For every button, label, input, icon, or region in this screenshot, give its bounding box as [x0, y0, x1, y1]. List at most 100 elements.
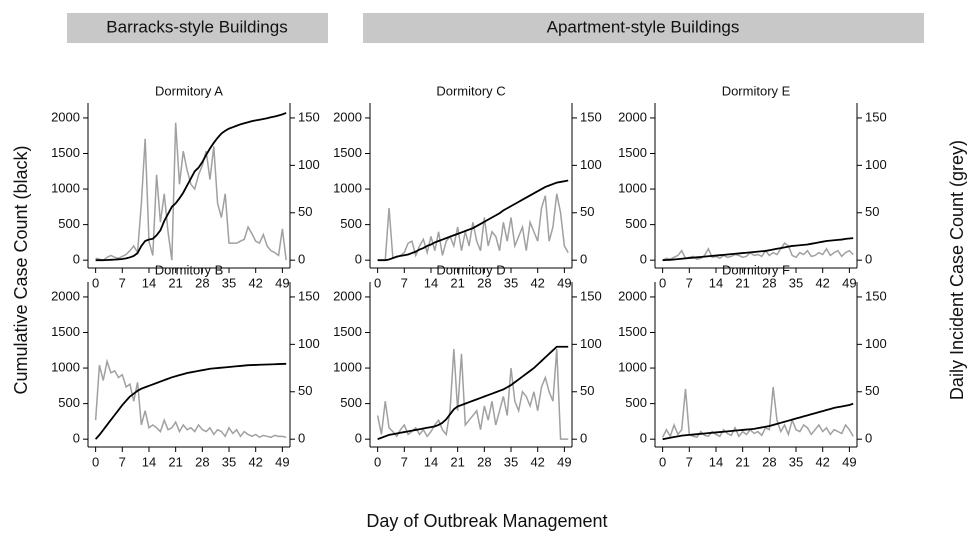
x-tick-label: 0	[659, 275, 666, 290]
daily-line	[94, 358, 287, 439]
cumulative-line	[94, 362, 287, 440]
y2-tick-label: 50	[580, 204, 594, 219]
cumulative-line	[95, 112, 287, 262]
y2-tick-label: 150	[580, 109, 602, 124]
x-tick-label: 0	[92, 454, 99, 469]
x-tick-label: 49	[842, 454, 856, 469]
x-tick-label: 35	[789, 454, 803, 469]
x-tick-label: 7	[686, 275, 693, 290]
y2-tick-label: 50	[298, 204, 312, 219]
y-tick-label: 1500	[51, 324, 80, 339]
y2-tick-label: 50	[865, 204, 879, 219]
y-tick-label: 1000	[333, 359, 362, 374]
y-tick-label: 2000	[51, 109, 80, 124]
group-header: Apartment-style Buildings	[547, 17, 740, 36]
x-tick-label: 14	[424, 275, 438, 290]
y2-tick-label: 150	[865, 288, 887, 303]
cumulative-line	[662, 402, 854, 441]
x-tick-label: 28	[195, 454, 209, 469]
panel-title: Dormitory B	[155, 262, 224, 277]
x-tick-label: 7	[401, 454, 408, 469]
x-tick-label: 42	[815, 454, 829, 469]
y-tick-label: 1500	[333, 324, 362, 339]
group-header-box	[67, 13, 328, 43]
daily-line	[661, 386, 854, 439]
panel-title: Dormitory F	[722, 262, 790, 277]
y-tick-label: 2000	[618, 109, 647, 124]
x-tick-label: 7	[686, 454, 693, 469]
x-tick-label: 42	[248, 275, 262, 290]
y2-tick-label: 150	[865, 109, 887, 124]
x-tick-label: 21	[735, 275, 749, 290]
x-tick-label: 28	[195, 275, 209, 290]
y2-tick-label: 100	[580, 336, 602, 351]
y2-tick-label: 0	[865, 252, 872, 267]
y-tick-label: 1500	[618, 145, 647, 160]
x-tick-label: 7	[119, 454, 126, 469]
y-tick-label: 1500	[51, 145, 80, 160]
x-tick-label: 49	[275, 275, 289, 290]
x-tick-label: 35	[222, 454, 236, 469]
x-tick-label: 14	[709, 454, 723, 469]
y2-tick-label: 100	[865, 157, 887, 172]
y2-tick-label: 50	[298, 383, 312, 398]
y2-tick-label: 150	[298, 288, 320, 303]
y-tick-label: 2000	[618, 288, 647, 303]
x-tick-label: 21	[735, 454, 749, 469]
x-tick-label: 49	[842, 275, 856, 290]
y-tick-label: 0	[355, 431, 362, 446]
y-tick-label: 0	[73, 431, 80, 446]
y-tick-label: 1000	[51, 359, 80, 374]
y2-tick-label: 100	[865, 336, 887, 351]
x-axis-label: Day of Outbreak Management	[366, 511, 607, 531]
y-tick-label: 500	[625, 395, 647, 410]
x-tick-label: 28	[477, 454, 491, 469]
y2-tick-label: 100	[298, 157, 320, 172]
x-tick-label: 42	[815, 275, 829, 290]
y-tick-label: 2000	[333, 288, 362, 303]
y2-tick-label: 0	[580, 252, 587, 267]
y2-tick-label: 0	[298, 431, 305, 446]
x-tick-label: 42	[530, 454, 544, 469]
daily-line	[377, 193, 569, 261]
y-tick-label: 0	[73, 252, 80, 267]
y2-tick-label: 0	[298, 252, 305, 267]
y-tick-label: 1000	[333, 180, 362, 195]
daily-line	[376, 349, 569, 440]
y-tick-label: 500	[625, 216, 647, 231]
x-tick-label: 28	[762, 275, 776, 290]
x-tick-label: 21	[450, 454, 464, 469]
y-tick-label: 1000	[618, 180, 647, 195]
x-tick-label: 42	[248, 454, 262, 469]
cumulative-line	[377, 179, 569, 262]
y2-tick-label: 0	[865, 431, 872, 446]
cumulative-line	[662, 237, 854, 262]
cumulative-line	[377, 345, 569, 441]
x-tick-label: 0	[374, 275, 381, 290]
x-tick-label: 21	[168, 454, 182, 469]
panel-title: Dormitory C	[436, 83, 505, 98]
x-tick-label: 49	[557, 275, 571, 290]
x-tick-label: 42	[530, 275, 544, 290]
y-tick-label: 0	[355, 252, 362, 267]
y-tick-label: 500	[58, 395, 80, 410]
x-tick-label: 49	[557, 454, 571, 469]
x-tick-label: 49	[275, 454, 289, 469]
y-tick-label: 2000	[333, 109, 362, 124]
x-tick-label: 14	[142, 275, 156, 290]
y-tick-label: 1000	[51, 180, 80, 195]
x-tick-label: 0	[92, 275, 99, 290]
y-axis-label: Cumulative Case Count (black)	[11, 145, 31, 394]
y-tick-label: 2000	[51, 288, 80, 303]
panel-title: Dormitory D	[436, 262, 505, 277]
x-tick-label: 14	[424, 454, 438, 469]
y2-tick-label: 0	[580, 431, 587, 446]
y-tick-label: 0	[640, 252, 647, 267]
x-tick-label: 35	[504, 275, 518, 290]
daily-line	[95, 122, 287, 261]
y2-tick-label: 50	[580, 383, 594, 398]
panel-title: Dormitory E	[722, 83, 791, 98]
x-tick-label: 35	[504, 454, 518, 469]
y2-tick-label: 100	[298, 336, 320, 351]
